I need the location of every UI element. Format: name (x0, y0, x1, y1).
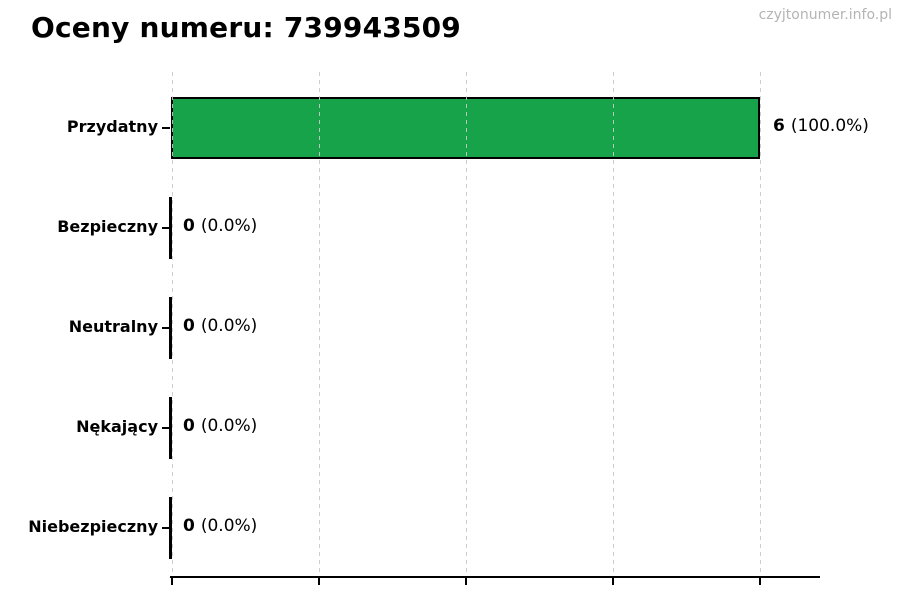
bar-neutralny (169, 297, 172, 359)
x-axis-tick (612, 578, 614, 585)
value-count: 0 (183, 516, 195, 536)
value-label: 0 (0.0%) (183, 516, 257, 536)
bar-niebezpieczny (169, 497, 172, 559)
value-percent: (0.0%) (200, 516, 258, 536)
bar-przydatny (171, 97, 760, 159)
value-label: 0 (0.0%) (183, 316, 257, 336)
category-label-przydatny: Przydatny (66, 117, 158, 136)
x-axis-line (170, 576, 820, 578)
value-percent: (0.0%) (200, 216, 258, 236)
bar-bezpieczny (169, 197, 172, 259)
gridline-x-0 (172, 72, 173, 578)
y-axis-tick (162, 527, 170, 529)
gridline-x-3 (466, 72, 467, 578)
bar-nękający (169, 397, 172, 459)
gridline-x-6 (760, 72, 761, 578)
y-axis-tick (162, 127, 170, 129)
category-label-neutralny: Neutralny (68, 317, 158, 336)
x-axis-tick (318, 578, 320, 585)
value-count: 0 (183, 416, 195, 436)
chart-title: Oceny numeru: 739943509 (31, 11, 461, 44)
category-label-niebezpieczny: Niebezpieczny (28, 517, 158, 536)
y-axis-tick (162, 227, 170, 229)
value-count: 6 (773, 116, 785, 136)
value-percent: (0.0%) (200, 316, 258, 336)
value-percent: (100.0%) (790, 116, 869, 136)
y-axis-tick (162, 327, 170, 329)
value-label: 6 (100.0%) (773, 116, 869, 136)
gridline-x-4.5 (613, 72, 614, 578)
value-count: 0 (183, 216, 195, 236)
value-label: 0 (0.0%) (183, 216, 257, 236)
gridline-x-1.5 (319, 72, 320, 578)
x-axis-tick (171, 578, 173, 585)
category-label-bezpieczny: Bezpieczny (57, 217, 158, 236)
value-count: 0 (183, 316, 195, 336)
x-axis-tick (759, 578, 761, 585)
watermark-text: czyjtonumer.info.pl (758, 7, 892, 23)
category-label-nękający: Nękający (76, 417, 158, 436)
value-label: 0 (0.0%) (183, 416, 257, 436)
y-axis-tick (162, 427, 170, 429)
value-percent: (0.0%) (200, 416, 258, 436)
x-axis-tick (465, 578, 467, 585)
